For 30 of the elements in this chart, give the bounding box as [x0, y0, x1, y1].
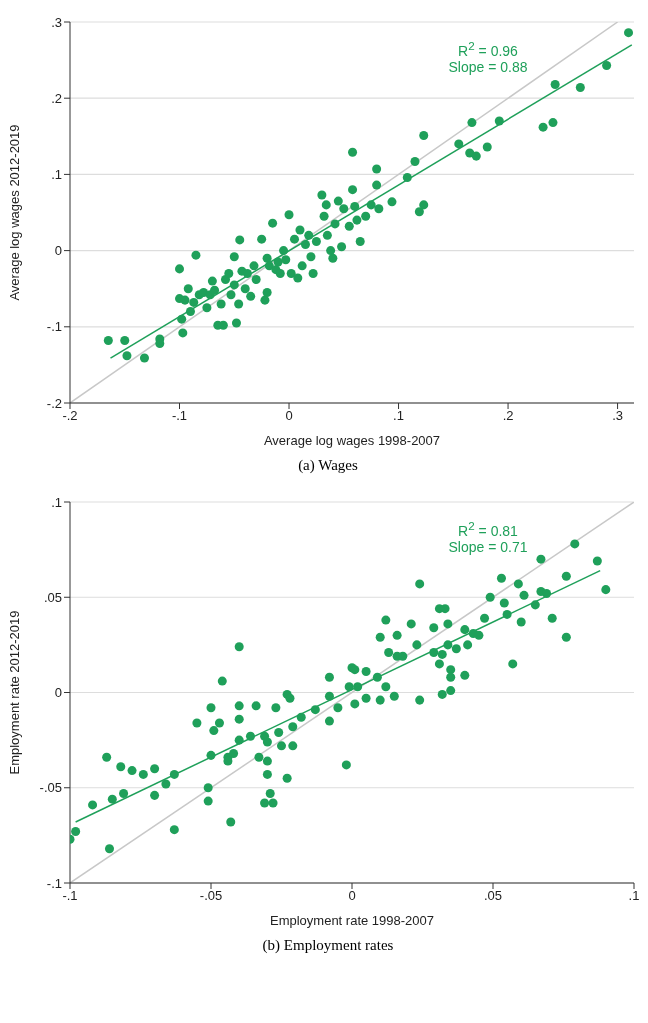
- y-tick-label: .05: [43, 589, 62, 605]
- x-tick-label: -.05: [199, 888, 223, 904]
- y-tick-label: -.1: [46, 875, 62, 891]
- y-tick-label: -.2: [46, 395, 62, 411]
- text: (a) Wages: [297, 457, 359, 474]
- y-tick-label: -.05: [39, 780, 62, 796]
- x-tick-label: .05: [483, 888, 503, 904]
- x-tick-label: .1: [393, 408, 404, 424]
- x-axis-title: Employment rate 1998-2007: [269, 913, 435, 928]
- x-tick-label: -.1: [171, 408, 188, 424]
- x-axis-title: Average log wages 1998-2007: [263, 433, 441, 448]
- x-tick-label: .2: [502, 408, 514, 424]
- x-tick-label: .1: [628, 888, 640, 904]
- y-axis-title: Average log wages 2012-2019: [6, 124, 22, 301]
- annotation: R$^{2}$ = 0.81: [457, 518, 519, 539]
- x-tick-label: 0: [285, 408, 293, 424]
- annotation: Slope = 0.88: [447, 58, 529, 75]
- y-tick-label: .1: [51, 167, 62, 183]
- y-tick-label: 0: [54, 243, 62, 259]
- y-tick-label: .1: [51, 494, 62, 510]
- annotation: Slope = 0.71: [447, 538, 529, 555]
- y-tick-label: -.1: [46, 319, 62, 335]
- x-tick-label: .3: [612, 408, 623, 424]
- y-tick-label: 0: [54, 685, 62, 701]
- text: (b) Employment rates: [261, 937, 395, 954]
- y-tick-label: .3: [51, 14, 62, 30]
- y-axis-title: Employment rate 2012-2019: [6, 610, 22, 775]
- y-tick-label: .2: [51, 90, 62, 106]
- x-tick-label: 0: [348, 888, 356, 904]
- annotation: R$^{2}$ = 0.96: [457, 38, 519, 59]
